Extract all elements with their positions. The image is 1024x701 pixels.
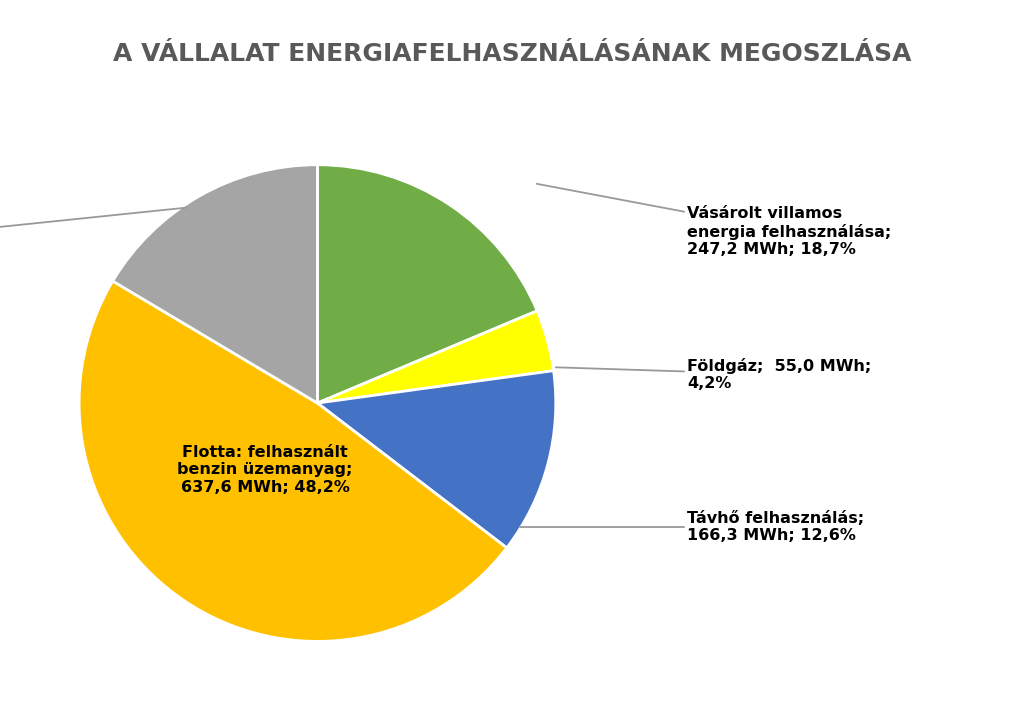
Text: A VÁLLALAT ENERGIAFELHASZNÁLÁSÁNAK MEGOSZLÁSA: A VÁLLALAT ENERGIAFELHASZNÁLÁSÁNAK MEGOS…: [113, 42, 911, 66]
Wedge shape: [317, 311, 554, 403]
Text: Vásárolt villamos
energia felhasználása;
247,2 MWh; 18,7%: Vásárolt villamos energia felhasználása;…: [537, 184, 891, 257]
Wedge shape: [317, 165, 538, 403]
Wedge shape: [79, 281, 507, 641]
Wedge shape: [113, 165, 317, 403]
Text: Flotta: felhasznált
benzin üzemanyag;
637,6 MWh; 48,2%: Flotta: felhasznált benzin üzemanyag; 63…: [177, 445, 352, 495]
Text: Földgáz;  55,0 MWh;
4,2%: Földgáz; 55,0 MWh; 4,2%: [556, 358, 871, 391]
Text: Távhő felhasználás;
166,3 MWh; 12,6%: Távhő felhasználás; 166,3 MWh; 12,6%: [520, 511, 864, 543]
Text: Flotta: felhasznált
diesel üzemanyag;
217,7 MWh; 16,4%: Flotta: felhasznált diesel üzemanyag; 21…: [0, 207, 186, 266]
Wedge shape: [317, 371, 556, 548]
